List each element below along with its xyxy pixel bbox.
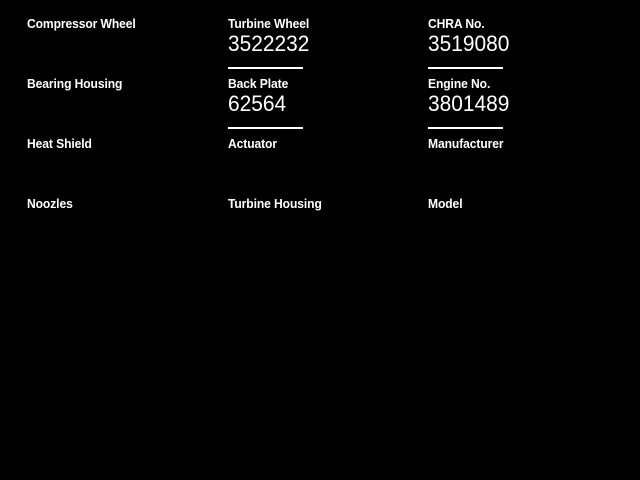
field-label: Model <box>428 196 463 211</box>
field-label: Turbine Housing <box>228 196 322 211</box>
field-label: Turbine Wheel <box>228 16 310 31</box>
field-value: 3519080 <box>428 31 510 56</box>
field-model[interactable]: Model <box>428 197 618 211</box>
field-compressor-wheel[interactable]: Compressor Wheel <box>27 17 217 31</box>
field-underline-rule <box>428 127 503 129</box>
field-value: 3801489 <box>428 91 510 116</box>
field-label: Manufacturer <box>428 136 504 151</box>
field-label: Actuator <box>228 136 277 151</box>
field-label: Compressor Wheel <box>27 16 136 31</box>
field-heat-shield[interactable]: Heat Shield <box>27 137 217 151</box>
field-label: CHRA No. <box>428 16 485 31</box>
field-label: Engine No. <box>428 76 491 91</box>
field-chra-no[interactable]: CHRA No. 3519080 <box>428 17 618 69</box>
field-turbine-wheel[interactable]: Turbine Wheel 3522232 <box>228 17 418 69</box>
field-label: Bearing Housing <box>27 76 123 91</box>
field-label: Heat Shield <box>27 136 92 151</box>
field-underline-rule <box>228 67 303 69</box>
field-turbine-housing[interactable]: Turbine Housing <box>228 197 418 211</box>
field-underline-rule <box>228 127 303 129</box>
field-value: 62564 <box>228 91 287 116</box>
field-back-plate[interactable]: Back Plate 62564 <box>228 77 418 129</box>
field-engine-no[interactable]: Engine No. 3801489 <box>428 77 618 129</box>
field-label: Back Plate <box>228 76 289 91</box>
field-actuator[interactable]: Actuator <box>228 137 418 151</box>
field-manufacturer[interactable]: Manufacturer <box>428 137 618 151</box>
field-value: 3522232 <box>228 31 310 56</box>
field-underline-rule <box>428 67 503 69</box>
field-bearing-housing[interactable]: Bearing Housing <box>27 77 217 91</box>
field-noozles[interactable]: Noozles <box>27 197 217 211</box>
field-label: Noozles <box>27 196 73 211</box>
